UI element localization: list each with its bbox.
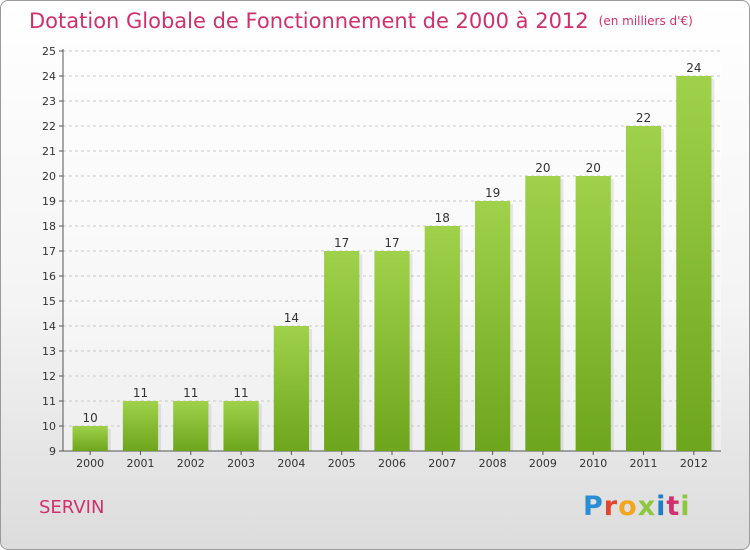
bar-2009 bbox=[525, 176, 561, 451]
x-tick-label: 2008 bbox=[479, 457, 507, 470]
y-tick-label: 23 bbox=[42, 95, 56, 108]
x-tick-label: 2002 bbox=[177, 457, 205, 470]
x-tick-label: 2010 bbox=[579, 457, 607, 470]
data-label: 18 bbox=[435, 211, 450, 225]
data-label: 11 bbox=[233, 386, 248, 400]
y-tick-label: 15 bbox=[42, 295, 56, 308]
bar-2000 bbox=[72, 426, 108, 451]
x-tick-label: 2004 bbox=[277, 457, 305, 470]
bar-2006 bbox=[374, 251, 410, 451]
x-tick-label: 2011 bbox=[630, 457, 658, 470]
bar-2005 bbox=[324, 251, 360, 451]
x-tick-label: 2007 bbox=[428, 457, 456, 470]
bar-2012 bbox=[676, 76, 712, 451]
y-tick-label: 24 bbox=[42, 70, 56, 83]
y-tick-label: 19 bbox=[42, 195, 56, 208]
proxiti-logo: Proxiti bbox=[583, 491, 691, 522]
logo-letter: P bbox=[583, 491, 604, 522]
bar-2010 bbox=[575, 176, 611, 451]
x-tick-label: 2012 bbox=[680, 457, 708, 470]
data-label: 17 bbox=[384, 236, 399, 250]
logo-letter: i bbox=[656, 491, 667, 522]
x-tick-label: 2009 bbox=[529, 457, 557, 470]
x-tick-label: 2001 bbox=[126, 457, 154, 470]
y-tick-label: 16 bbox=[42, 270, 56, 283]
x-tick-label: 2006 bbox=[378, 457, 406, 470]
bar-2002 bbox=[173, 401, 209, 451]
y-tick-label: 21 bbox=[42, 145, 56, 158]
y-tick-label: 18 bbox=[42, 220, 56, 233]
town-name: SERVIN bbox=[39, 497, 105, 518]
data-label: 19 bbox=[485, 186, 500, 200]
chart-title: Dotation Globale de Fonctionnement de 20… bbox=[29, 9, 693, 33]
y-tick-label: 20 bbox=[42, 170, 56, 183]
logo-letter: x bbox=[637, 491, 657, 522]
x-tick-label: 2005 bbox=[328, 457, 356, 470]
data-label: 22 bbox=[636, 111, 651, 125]
logo-letter: t bbox=[666, 491, 681, 522]
unit-note: (en milliers d'€) bbox=[598, 14, 693, 28]
y-tick-label: 17 bbox=[42, 245, 56, 258]
bar-2004 bbox=[273, 326, 309, 451]
y-tick-label: 12 bbox=[42, 370, 56, 383]
title-text: Dotation Globale de Fonctionnement de 20… bbox=[29, 9, 589, 33]
data-label: 20 bbox=[535, 161, 550, 175]
y-tick-label: 14 bbox=[42, 320, 56, 333]
y-tick-label: 13 bbox=[42, 345, 56, 358]
data-label: 20 bbox=[586, 161, 601, 175]
logo-letter: r bbox=[603, 491, 619, 522]
x-tick-label: 2003 bbox=[227, 457, 255, 470]
logo-letter: o bbox=[618, 491, 638, 522]
x-tick-label: 2000 bbox=[76, 457, 104, 470]
y-tick-label: 25 bbox=[42, 45, 56, 58]
data-label: 10 bbox=[83, 411, 98, 425]
logo-letter: i bbox=[680, 491, 691, 522]
y-tick-label: 22 bbox=[42, 120, 56, 133]
data-label: 17 bbox=[334, 236, 349, 250]
bar-2001 bbox=[122, 401, 159, 451]
data-label: 11 bbox=[183, 386, 198, 400]
data-label: 14 bbox=[284, 311, 299, 325]
bar-2003 bbox=[223, 401, 259, 451]
data-label: 11 bbox=[133, 386, 148, 400]
bar-2007 bbox=[424, 226, 460, 451]
bar-2011 bbox=[625, 126, 662, 451]
y-tick-label: 11 bbox=[42, 395, 56, 408]
bar-2008 bbox=[475, 201, 511, 451]
y-tick-label: 9 bbox=[49, 445, 56, 458]
y-tick-label: 10 bbox=[42, 420, 56, 433]
data-label: 24 bbox=[686, 61, 701, 75]
